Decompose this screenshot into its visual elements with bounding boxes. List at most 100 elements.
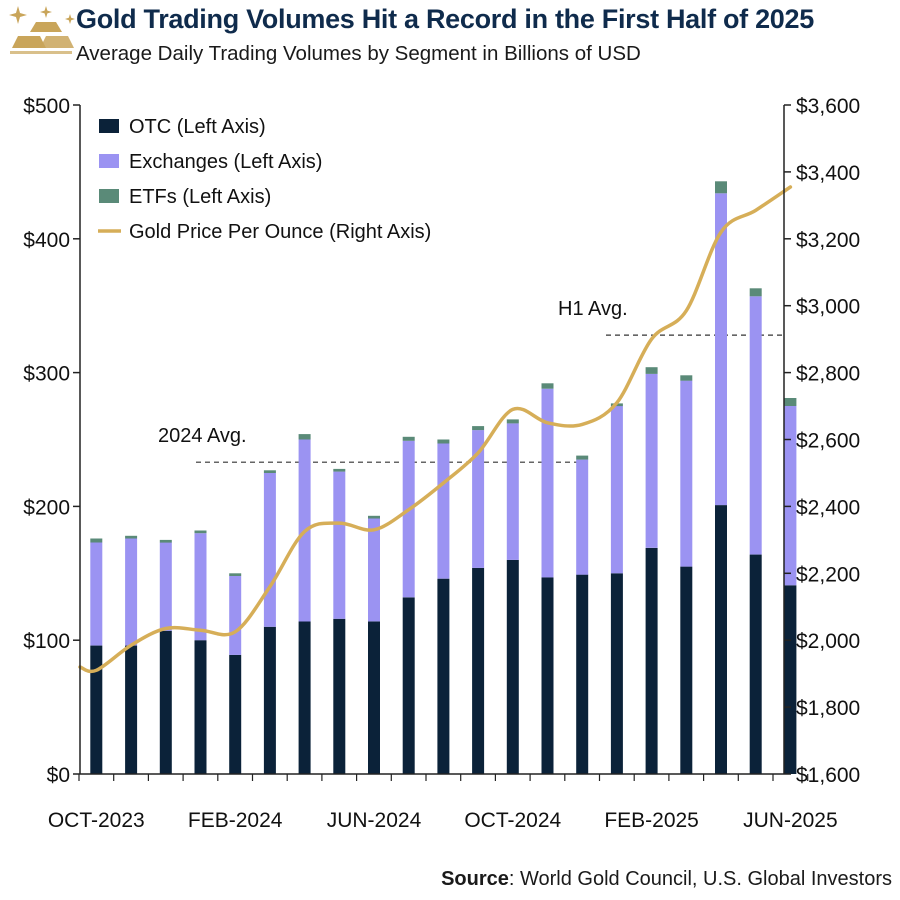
otc-bar (437, 578, 450, 774)
otc-bar (610, 573, 623, 774)
otc-bar (90, 645, 103, 774)
exchanges-bar (368, 518, 380, 622)
x-axis-tick-label: JUN-2025 (743, 809, 838, 832)
otc-bar (645, 547, 658, 774)
etfs-bar (125, 535, 138, 539)
exchanges-bar (229, 576, 242, 655)
axes: $0 $100 $200 $300 $400 $500 $1,600 $1,800 $2,000… (23, 95, 860, 832)
exchanges-bar (159, 542, 172, 631)
etfs-bar (90, 538, 103, 543)
exchanges-bar (472, 430, 485, 568)
legend-entry: Exchanges (Left Axis) (129, 151, 322, 173)
otc-bar (749, 554, 762, 774)
etfs-bar (298, 434, 311, 440)
source-text: : World Gold Council, U.S. Global Invest… (508, 868, 892, 890)
otc-bar (541, 577, 554, 774)
left-axis-tick-label: $300 (23, 363, 70, 386)
etfs-bar (333, 468, 346, 472)
etfs-bar (194, 530, 207, 534)
exchanges-bar (194, 533, 207, 641)
otc-bar (368, 621, 380, 774)
exchanges-bar (576, 459, 589, 575)
source-note: Source: World Gold Council, U.S. Global … (441, 868, 892, 891)
exchanges-bar (263, 472, 276, 627)
right-axis-tick-label: $3,200 (796, 229, 860, 252)
right-axis-tick-label: $1,600 (796, 764, 860, 787)
otc-bar (680, 566, 693, 774)
right-axis-tick-label: $2,600 (796, 430, 860, 453)
right-axis-tick-label: $3,600 (796, 95, 860, 118)
otc-bar (402, 597, 415, 774)
etfs-bar (715, 181, 727, 194)
etfs-bar (576, 455, 589, 460)
gold-price-line-group (78, 185, 793, 674)
x-axis-tick-label: OCT-2024 (464, 809, 561, 832)
legend-entry: OTC (Left Axis) (129, 116, 266, 138)
chart-title: Gold Trading Volumes Hit a Record in the… (76, 4, 814, 34)
x-axis-tick-label: JUN-2024 (327, 809, 422, 832)
legend: OTC (Left Axis) Exchanges (Left Axis) ETFs… (98, 116, 431, 243)
otc-bar (576, 574, 589, 774)
etfs-bar (263, 470, 276, 473)
otc-bar (125, 645, 138, 774)
left-axis-tick-label: $100 (23, 630, 70, 653)
otc-bar (194, 640, 207, 774)
otc-bar (298, 621, 311, 774)
average-label: H1 Avg. (558, 298, 628, 320)
exchanges-bar (333, 471, 346, 619)
otc-bar (506, 559, 519, 774)
left-axis-tick-label: $200 (23, 496, 70, 519)
legend-entry: ETFs (Left Axis) (129, 186, 271, 208)
etfs-bar (680, 375, 693, 381)
gold-price-line (78, 185, 793, 674)
exchanges-bar (749, 296, 762, 555)
etfs-bar (749, 288, 762, 297)
right-axis-tick-label: $2,400 (796, 496, 860, 519)
right-axis-tick-label: $2,800 (796, 363, 860, 386)
bar-series (90, 181, 797, 774)
etfs-bar (645, 367, 658, 374)
etfs-bar (541, 383, 554, 389)
otc-bar (263, 626, 276, 774)
right-axis-tick-label: $2,000 (796, 630, 860, 653)
legend-entry: Gold Price Per Ounce (Right Axis) (129, 221, 431, 243)
etfs-bar (402, 436, 415, 441)
etfs-bar (784, 398, 797, 406)
average-annotations: 2024 Avg. H1 Avg. (158, 298, 784, 463)
otc-bar (229, 654, 242, 774)
x-axis-tick-label: FEB-2024 (188, 809, 283, 832)
exchanges-bar (610, 406, 623, 574)
left-axis-tick-label: $500 (23, 95, 70, 118)
gold-bars-logo-icon (9, 6, 75, 54)
x-axis-tick-label: OCT-2023 (48, 809, 145, 832)
exchanges-bar (784, 406, 797, 586)
otc-bar (715, 505, 727, 774)
etfs-bar (437, 439, 450, 444)
source-label: Source (441, 868, 509, 890)
etfs-bar (229, 573, 242, 576)
legend-swatch (99, 189, 119, 203)
etfs-bar (159, 539, 172, 543)
x-axis-tick-label: FEB-2025 (604, 809, 699, 832)
right-axis-tick-label: $1,800 (796, 697, 860, 720)
otc-bar (159, 630, 172, 774)
etfs-bar (472, 426, 485, 431)
right-axis-tick-label: $3,000 (796, 296, 860, 319)
legend-swatch (99, 154, 119, 168)
right-axis-tick-label: $2,200 (796, 563, 860, 586)
exchanges-bar (645, 373, 658, 548)
exchanges-bar (680, 380, 693, 567)
etfs-bar (368, 515, 380, 519)
right-axis-tick-label: $3,400 (796, 162, 860, 185)
exchanges-bar (125, 538, 138, 646)
left-axis-tick-label: $0 (47, 764, 70, 787)
legend-swatch (99, 119, 119, 133)
exchanges-bar (402, 440, 415, 598)
exchanges-bar (437, 443, 450, 579)
otc-bar (333, 618, 346, 774)
etfs-bar (506, 419, 519, 424)
average-label: 2024 Avg. (158, 425, 247, 447)
left-axis-tick-label: $400 (23, 229, 70, 252)
chart-subtitle: Average Daily Trading Volumes by Segment… (76, 42, 641, 65)
